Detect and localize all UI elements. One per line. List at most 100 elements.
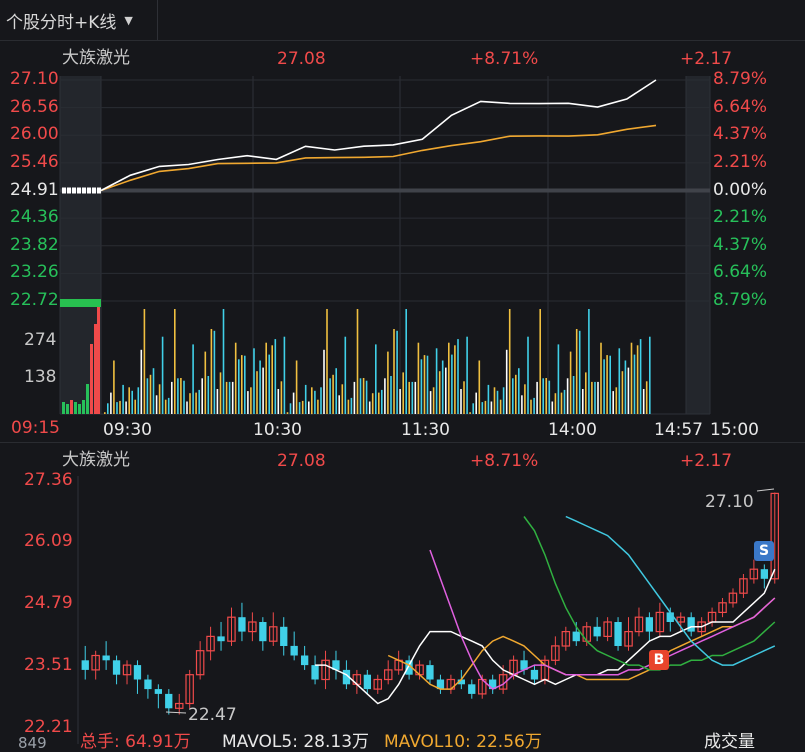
candle-body xyxy=(144,679,152,690)
candle-body xyxy=(603,621,612,637)
volume-bar xyxy=(569,351,572,414)
premarket-volume-bar xyxy=(97,304,100,414)
kline-price-tick: 22.21 xyxy=(24,717,73,737)
volume-bar xyxy=(469,412,471,414)
volume-bar xyxy=(603,359,605,414)
volume-bar xyxy=(636,345,639,414)
volume-bar xyxy=(125,401,127,414)
volume-bar xyxy=(192,344,194,414)
candle-body xyxy=(655,611,665,633)
candle-body xyxy=(206,635,215,652)
volume-bar xyxy=(137,387,140,415)
stock-price: 27.08 xyxy=(277,49,326,69)
intraday-price-tick: 27.10 xyxy=(10,69,59,89)
volume-bar xyxy=(557,344,560,414)
volume-bar xyxy=(289,403,292,414)
volume-bar xyxy=(481,402,484,414)
volume-bar xyxy=(329,378,331,414)
volume-bar xyxy=(499,399,502,414)
volume-bar xyxy=(107,403,109,414)
candle-body xyxy=(290,645,298,656)
volume-bar xyxy=(484,400,487,414)
candle-body xyxy=(436,679,445,690)
volume-bar xyxy=(131,390,133,414)
view-selector[interactable]: 个股分时+K线 ▼ xyxy=(0,0,158,40)
intraday-pct-tick: 8.79% xyxy=(713,69,768,89)
candle-body xyxy=(489,679,497,690)
volume-bar xyxy=(423,355,426,414)
volume-tick: 138 xyxy=(24,367,57,387)
volume-bar xyxy=(460,389,462,414)
volume-bar xyxy=(533,397,535,414)
volume-bar xyxy=(630,342,633,414)
volume-bar xyxy=(381,389,383,414)
ma-line-ma30 xyxy=(523,516,776,671)
time-label: 11:30 xyxy=(401,420,450,440)
intraday-price-tick: 26.56 xyxy=(10,96,59,117)
volume-bar xyxy=(378,392,380,414)
kline-price-tick: 27.36 xyxy=(24,470,73,490)
candle-body xyxy=(238,617,246,632)
candle-body xyxy=(248,621,257,633)
low-pointer xyxy=(165,711,187,714)
volume-bar xyxy=(158,384,161,414)
volume-bar xyxy=(250,387,252,415)
indicator-tab[interactable]: 成交量 xyxy=(704,732,755,752)
mavol10-label: MAVOL10: 22.56万 xyxy=(384,732,542,752)
time-label: 14:57 xyxy=(654,420,703,440)
volume-bar xyxy=(496,390,499,414)
intraday-price-tick: 22.72 xyxy=(10,290,59,310)
toolbar-divider xyxy=(0,40,805,41)
premarket-volume-bar xyxy=(74,402,77,414)
volume-bar xyxy=(277,389,280,414)
volume-bar xyxy=(505,349,508,414)
candle-body xyxy=(687,617,695,632)
candle-body xyxy=(520,660,528,670)
volume-bar xyxy=(618,348,621,414)
volume-bar xyxy=(438,371,441,414)
volume-bar xyxy=(143,309,146,414)
volume-bar xyxy=(338,395,340,414)
time-label: 09:30 xyxy=(103,420,152,440)
volume-bar xyxy=(536,381,538,414)
intraday-price-tick: 25.46 xyxy=(10,151,59,172)
volume-bar xyxy=(119,400,121,414)
intraday-pct-tick: 4.37% xyxy=(713,234,768,255)
volume-bar xyxy=(582,389,584,414)
volume-bar xyxy=(286,412,289,414)
candle-body xyxy=(154,689,162,694)
sell-signal-badge[interactable]: S xyxy=(754,541,774,561)
volume-bar xyxy=(171,381,173,414)
candle-body xyxy=(175,702,184,709)
kline-price-tick: 26.09 xyxy=(24,531,73,551)
candle-body xyxy=(728,592,738,604)
volume-bar xyxy=(575,329,578,414)
volume-bar xyxy=(387,351,389,414)
buy-signal-badge[interactable]: B xyxy=(649,650,669,670)
volume-bar xyxy=(359,378,362,414)
candle-body xyxy=(185,674,194,705)
volume-bar xyxy=(591,381,593,414)
volume-bar xyxy=(308,401,310,414)
candle-body xyxy=(321,659,330,681)
candle-body xyxy=(195,650,205,676)
volume-bar xyxy=(201,378,203,414)
volume-bar xyxy=(490,401,493,414)
volume-bar xyxy=(146,378,149,414)
premarket-tick xyxy=(82,187,86,194)
candle-body xyxy=(739,578,748,594)
volume-bar xyxy=(624,360,627,414)
stock-name: 大族激光 xyxy=(62,48,130,68)
volume-bar xyxy=(645,381,648,414)
volume-bar xyxy=(298,402,301,414)
volume-bar xyxy=(268,354,270,414)
volume-bar xyxy=(317,399,319,414)
volume-bar xyxy=(295,360,298,414)
volume-bar xyxy=(508,309,511,414)
candle-body xyxy=(634,616,644,633)
intraday-pct-tick: 8.79% xyxy=(713,290,768,310)
premarket-tick xyxy=(87,187,91,194)
volume-bar xyxy=(642,389,645,414)
premarket-tick xyxy=(97,187,101,194)
volume-bar xyxy=(262,367,264,414)
